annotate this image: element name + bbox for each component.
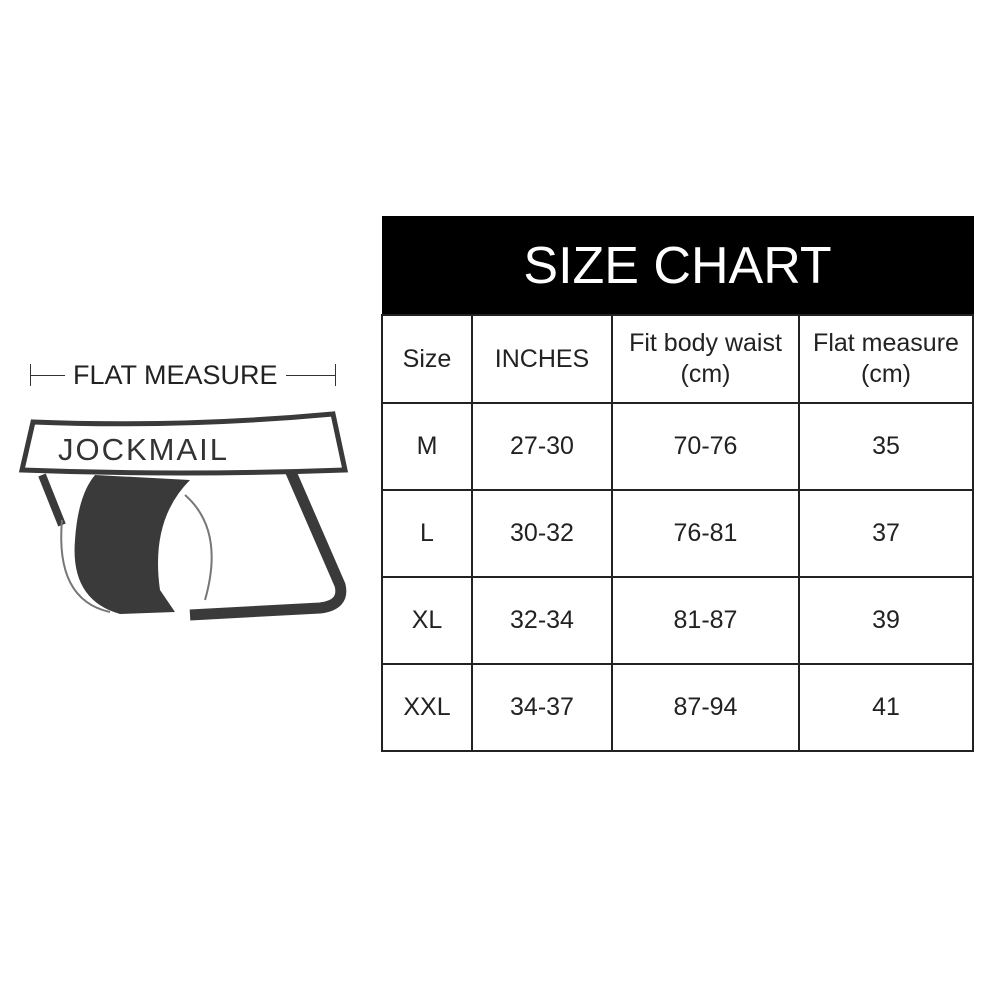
cell-inches: 27-30 <box>471 402 613 491</box>
flat-measure-label: FLAT MEASURE <box>73 359 278 390</box>
header-label: Size <box>402 344 452 373</box>
flat-measure-indicator: FLAT MEASURE <box>30 358 336 392</box>
waistband <box>18 411 349 476</box>
header-label: Flat measure <box>813 329 959 357</box>
cell-size: XL <box>381 576 473 665</box>
pouch <box>74 475 190 614</box>
header-flat-measure: Flat measure (cm) <box>798 314 974 404</box>
header-unit: (cm) <box>680 360 731 388</box>
pouch-trim <box>184 494 213 601</box>
cell-flat: 37 <box>798 489 974 578</box>
cell-waist: 81-87 <box>611 576 800 665</box>
header-inches: INCHES <box>471 314 613 404</box>
measure-left-line <box>31 374 65 376</box>
table-row: XL 32-34 81-87 39 <box>381 576 974 665</box>
left-trim <box>60 519 111 613</box>
header-unit: (cm) <box>861 360 911 388</box>
table-row: XXL 34-37 87-94 41 <box>381 663 974 752</box>
jockstrap-illustration: JOCKMAIL <box>18 411 349 621</box>
size-chart-title: SIZE CHART <box>381 216 974 316</box>
cell-flat: 35 <box>798 402 974 491</box>
cell-flat: 41 <box>798 663 974 752</box>
table-row: L 30-32 76-81 37 <box>381 489 974 578</box>
brand-logo: JOCKMAIL <box>58 432 229 467</box>
cell-waist: 76-81 <box>611 489 800 578</box>
cell-inches: 34-37 <box>471 663 613 752</box>
cell-size: M <box>381 402 473 491</box>
size-chart-table: SIZE CHART Size INCHES Fit body waist (cm… <box>381 216 974 752</box>
measure-right-line <box>285 374 335 376</box>
cell-inches: 30-32 <box>471 489 613 578</box>
header-row: Size INCHES Fit body waist (cm) Flat meas… <box>381 314 974 404</box>
cell-size: L <box>381 489 473 578</box>
header-fit-body-waist: Fit body waist (cm) <box>611 314 800 404</box>
cell-inches: 32-34 <box>471 576 613 665</box>
header-label: INCHES <box>494 344 590 373</box>
left-strap <box>38 473 66 527</box>
header-label: Fit body waist <box>629 329 782 357</box>
measure-left-cap <box>30 364 31 386</box>
cell-waist: 70-76 <box>611 402 800 491</box>
cell-waist: 87-94 <box>611 663 800 752</box>
header-size: Size <box>381 314 473 404</box>
cell-flat: 39 <box>798 576 974 665</box>
table-row: M 27-30 70-76 35 <box>381 402 974 491</box>
measure-right-cap <box>335 364 336 386</box>
right-strap <box>189 467 347 621</box>
cell-size: XXL <box>381 663 473 752</box>
